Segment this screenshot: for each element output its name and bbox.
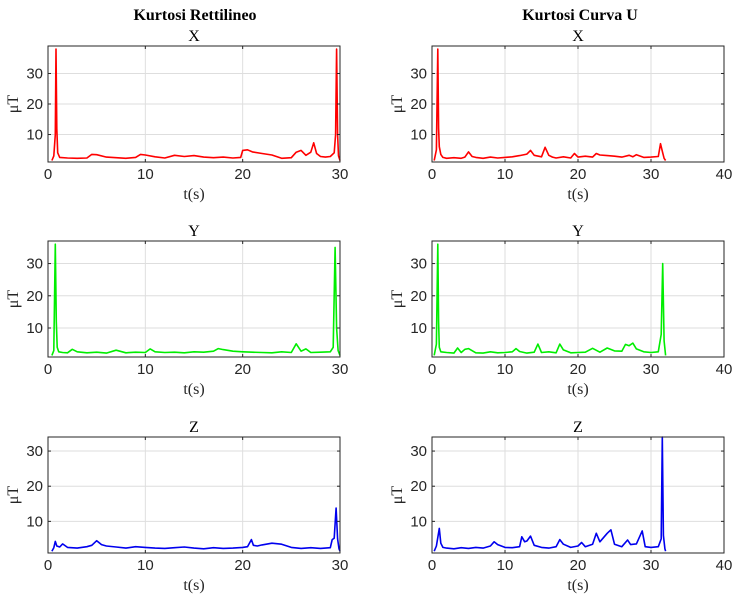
subplot-title: Z (573, 419, 583, 436)
y-axis-label: μT (5, 95, 22, 114)
x-tick-label: 0 (44, 557, 52, 574)
y-tick-label: 10 (410, 127, 427, 144)
x-axis-label: t(s) (183, 577, 204, 594)
x-tick-label: 20 (234, 361, 251, 378)
y-tick-label: 10 (26, 320, 43, 337)
y-tick-label: 20 (26, 96, 43, 113)
x-tick-label: 30 (643, 361, 660, 378)
x-axis-label: t(s) (567, 577, 588, 594)
subplot-title: X (572, 28, 584, 45)
series-line (51, 507, 341, 552)
x-axis-label: t(s) (567, 381, 588, 398)
subplot-3: 0 10 20 30 10 20 30 Yt(s) μT (5, 223, 348, 398)
x-tick-label: 40 (716, 166, 733, 183)
x-tick-label: 20 (570, 557, 587, 574)
x-tick-label: 20 (234, 166, 251, 183)
axes-box (47, 436, 341, 554)
y-tick-label: 30 (26, 256, 43, 273)
x-tick-label: 10 (497, 557, 514, 574)
y-tick-label: 30 (26, 443, 43, 460)
plot-area (48, 241, 340, 357)
subplot-title: Z (189, 419, 199, 436)
x-tick-label: 0 (44, 361, 52, 378)
x-tick-label: 0 (428, 361, 436, 378)
x-tick-label: 30 (643, 557, 660, 574)
x-tick-label: 20 (234, 557, 251, 574)
x-tick-label: 10 (137, 166, 154, 183)
y-tick-label: 20 (26, 478, 43, 495)
y-tick-label: 20 (410, 96, 427, 113)
series-line (433, 436, 667, 552)
x-tick-label: 30 (332, 166, 349, 183)
x-tick-label: 30 (332, 361, 349, 378)
x-tick-label: 30 (643, 166, 660, 183)
series-line (433, 48, 667, 161)
x-tick-label: 20 (570, 166, 587, 183)
x-tick-label: 30 (332, 557, 349, 574)
y-tick-label: 10 (410, 320, 427, 337)
x-tick-label: 40 (716, 557, 733, 574)
column-title-right: Kurtosi Curva U (522, 7, 638, 24)
x-tick-label: 10 (497, 361, 514, 378)
y-tick-label: 30 (410, 443, 427, 460)
y-axis-label: μT (389, 486, 406, 505)
series-line (51, 243, 341, 356)
y-tick-label: 10 (26, 127, 43, 144)
y-tick-label: 30 (410, 65, 427, 82)
x-axis-label: t(s) (183, 381, 204, 398)
y-tick-label: 20 (410, 478, 427, 495)
axes-box (47, 240, 341, 358)
subplot-4: 0 10 20 30 40 10 20 30 Yt(s) μT (389, 223, 732, 398)
subplot-title: X (188, 28, 200, 45)
subplot-1: 0 10 20 30 10 20 30 Xt(s) μT (5, 28, 348, 203)
x-tick-label: 10 (497, 166, 514, 183)
x-tick-label: 0 (428, 166, 436, 183)
x-tick-label: 10 (137, 361, 154, 378)
y-axis-label: μT (389, 290, 406, 309)
y-axis-label: μT (5, 290, 22, 309)
subplot-title: Y (572, 223, 584, 240)
y-tick-label: 10 (26, 513, 43, 530)
x-axis-label: t(s) (183, 186, 204, 203)
series-line (433, 243, 667, 356)
y-tick-label: 10 (410, 513, 427, 530)
plot-area (48, 437, 340, 553)
y-tick-label: 30 (26, 65, 43, 82)
y-tick-label: 20 (26, 288, 43, 305)
x-tick-label: 20 (570, 361, 587, 378)
y-axis-label: μT (5, 486, 22, 505)
series-line (51, 48, 341, 161)
subplot-grid: 0 10 20 30 10 20 30 Xt(s) μT 0 10 20 30 40 10 20 30 Xt(s)… (5, 28, 732, 594)
subplot-6: 0 10 20 30 40 10 20 30 Zt(s) μT (389, 419, 732, 594)
y-tick-label: 30 (410, 256, 427, 273)
subplot-title: Y (188, 223, 200, 240)
y-axis-label: μT (389, 95, 406, 114)
x-tick-label: 10 (137, 557, 154, 574)
subplot-5: 0 10 20 30 10 20 30 Zt(s) μT (5, 419, 348, 594)
x-tick-label: 0 (44, 166, 52, 183)
x-tick-label: 40 (716, 361, 733, 378)
x-axis-label: t(s) (567, 186, 588, 203)
x-tick-label: 0 (428, 557, 436, 574)
subplot-2: 0 10 20 30 40 10 20 30 Xt(s) μT (389, 28, 732, 203)
column-title-left: Kurtosi Rettilineo (133, 7, 256, 24)
y-tick-label: 20 (410, 288, 427, 305)
